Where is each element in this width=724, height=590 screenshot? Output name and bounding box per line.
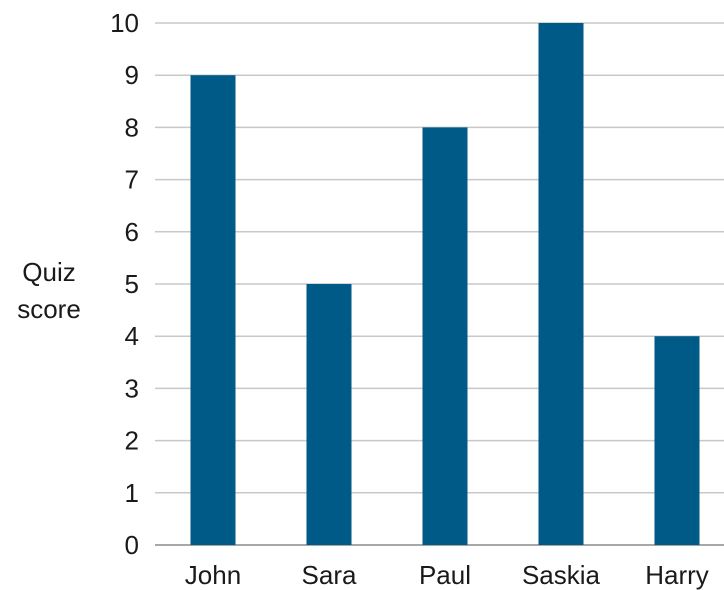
x-tick-label-john: John	[185, 560, 241, 590]
bar-sara	[306, 284, 352, 545]
y-tick-label-5: 5	[125, 269, 139, 299]
y-tick-label-7: 7	[125, 165, 139, 195]
x-tick-label-saskia: Saskia	[522, 560, 601, 590]
y-tick-label-9: 9	[125, 60, 139, 90]
y-tick-label-0: 0	[125, 530, 139, 560]
x-tick-label-harry: Harry	[645, 560, 709, 590]
y-axis-label-line-2: score	[17, 294, 81, 324]
y-tick-label-8: 8	[125, 112, 139, 142]
x-tick-labels: John Sara Paul Saskia Harry	[185, 560, 709, 590]
bar-john	[190, 75, 236, 545]
bar-saskia	[538, 23, 584, 545]
y-tick-label-4: 4	[125, 321, 139, 351]
y-tick-labels: 0 1 2 3 4 5 6 7 8 9 10	[110, 8, 139, 560]
y-tick-label-6: 6	[125, 217, 139, 247]
y-axis-label-line-1: Quiz	[22, 257, 75, 287]
y-tick-label-3: 3	[125, 373, 139, 403]
y-tick-label-2: 2	[125, 426, 139, 456]
y-tick-label-1: 1	[125, 478, 139, 508]
y-tick-label-10: 10	[110, 8, 139, 38]
bar-harry	[654, 336, 700, 545]
x-tick-label-sara: Sara	[302, 560, 357, 590]
bar-paul	[422, 127, 468, 546]
bars	[190, 23, 700, 546]
y-axis-label: Quiz score	[17, 257, 81, 324]
x-tick-label-paul: Paul	[419, 560, 471, 590]
